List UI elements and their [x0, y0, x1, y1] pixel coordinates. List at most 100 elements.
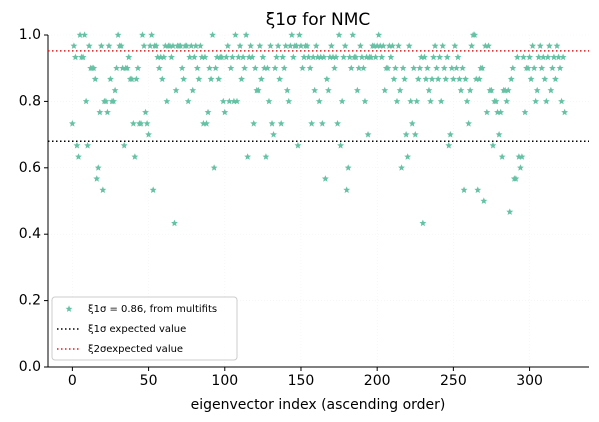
point — [468, 42, 476, 49]
point — [288, 31, 296, 38]
point — [346, 53, 354, 61]
point — [407, 97, 415, 105]
point — [375, 31, 383, 38]
point — [405, 42, 413, 49]
point — [561, 108, 568, 116]
point — [99, 186, 107, 193]
point — [463, 97, 471, 105]
point — [299, 64, 306, 72]
x-tick-label: 250 — [440, 373, 467, 389]
point — [335, 31, 343, 38]
point — [544, 53, 552, 61]
point — [84, 142, 91, 149]
point — [152, 42, 160, 49]
point — [120, 142, 128, 149]
point — [328, 42, 335, 49]
point — [524, 64, 532, 72]
point — [367, 53, 375, 61]
point — [193, 64, 201, 72]
point — [212, 64, 220, 72]
point — [233, 97, 241, 105]
point — [155, 64, 163, 72]
point — [355, 64, 363, 72]
point — [180, 75, 188, 83]
y-tick-label: 0.4 — [19, 226, 41, 242]
point — [509, 64, 517, 72]
point — [533, 86, 541, 94]
point — [361, 97, 369, 105]
point — [517, 164, 524, 171]
point — [312, 42, 320, 49]
point — [539, 53, 547, 61]
point — [372, 53, 380, 61]
point — [76, 31, 84, 38]
point — [131, 153, 139, 160]
point — [393, 97, 401, 105]
point — [433, 64, 440, 72]
point — [399, 64, 407, 72]
point — [459, 64, 466, 72]
point — [163, 97, 171, 105]
point — [488, 86, 495, 94]
point — [518, 153, 526, 160]
point — [436, 53, 444, 61]
point — [453, 64, 460, 72]
point — [286, 42, 294, 49]
point — [297, 42, 305, 49]
point — [389, 42, 396, 49]
point — [251, 64, 259, 72]
point — [398, 164, 405, 171]
point — [259, 53, 267, 61]
point — [250, 120, 258, 127]
x-tick-label: 200 — [364, 373, 391, 389]
point — [70, 42, 78, 49]
point — [425, 86, 433, 94]
point — [475, 75, 483, 83]
point — [197, 42, 204, 49]
point — [512, 175, 520, 182]
point — [440, 64, 448, 72]
point — [229, 53, 236, 61]
point — [296, 31, 303, 38]
point — [282, 42, 290, 49]
point — [238, 75, 245, 83]
point — [457, 86, 465, 94]
point — [81, 31, 88, 38]
point — [485, 42, 492, 49]
point — [276, 75, 284, 83]
point — [492, 97, 500, 105]
point — [421, 53, 428, 61]
point — [331, 64, 338, 72]
point — [483, 108, 491, 116]
point — [416, 64, 424, 72]
point — [97, 42, 105, 49]
point — [352, 53, 360, 61]
chart-title: ξ1σ for NMC — [266, 10, 371, 30]
point — [414, 75, 422, 83]
point — [349, 31, 357, 38]
point — [128, 75, 136, 83]
point — [206, 64, 213, 72]
point — [378, 53, 386, 61]
point — [273, 53, 280, 61]
point — [184, 97, 192, 105]
point — [535, 53, 543, 61]
point — [549, 64, 556, 72]
point — [79, 53, 87, 61]
point — [442, 75, 450, 83]
point — [222, 53, 230, 61]
legend-label: ξ1σ = 0.86, from multifits — [88, 304, 217, 315]
point — [552, 75, 559, 83]
point — [550, 53, 558, 61]
point — [465, 120, 472, 127]
point — [471, 31, 479, 38]
point — [321, 175, 329, 182]
y-tick-label: 0.2 — [19, 293, 41, 309]
point — [133, 75, 140, 83]
point — [91, 75, 99, 83]
point — [343, 186, 351, 193]
point — [542, 97, 550, 105]
point — [323, 75, 331, 83]
point — [364, 131, 372, 138]
point — [96, 108, 104, 116]
